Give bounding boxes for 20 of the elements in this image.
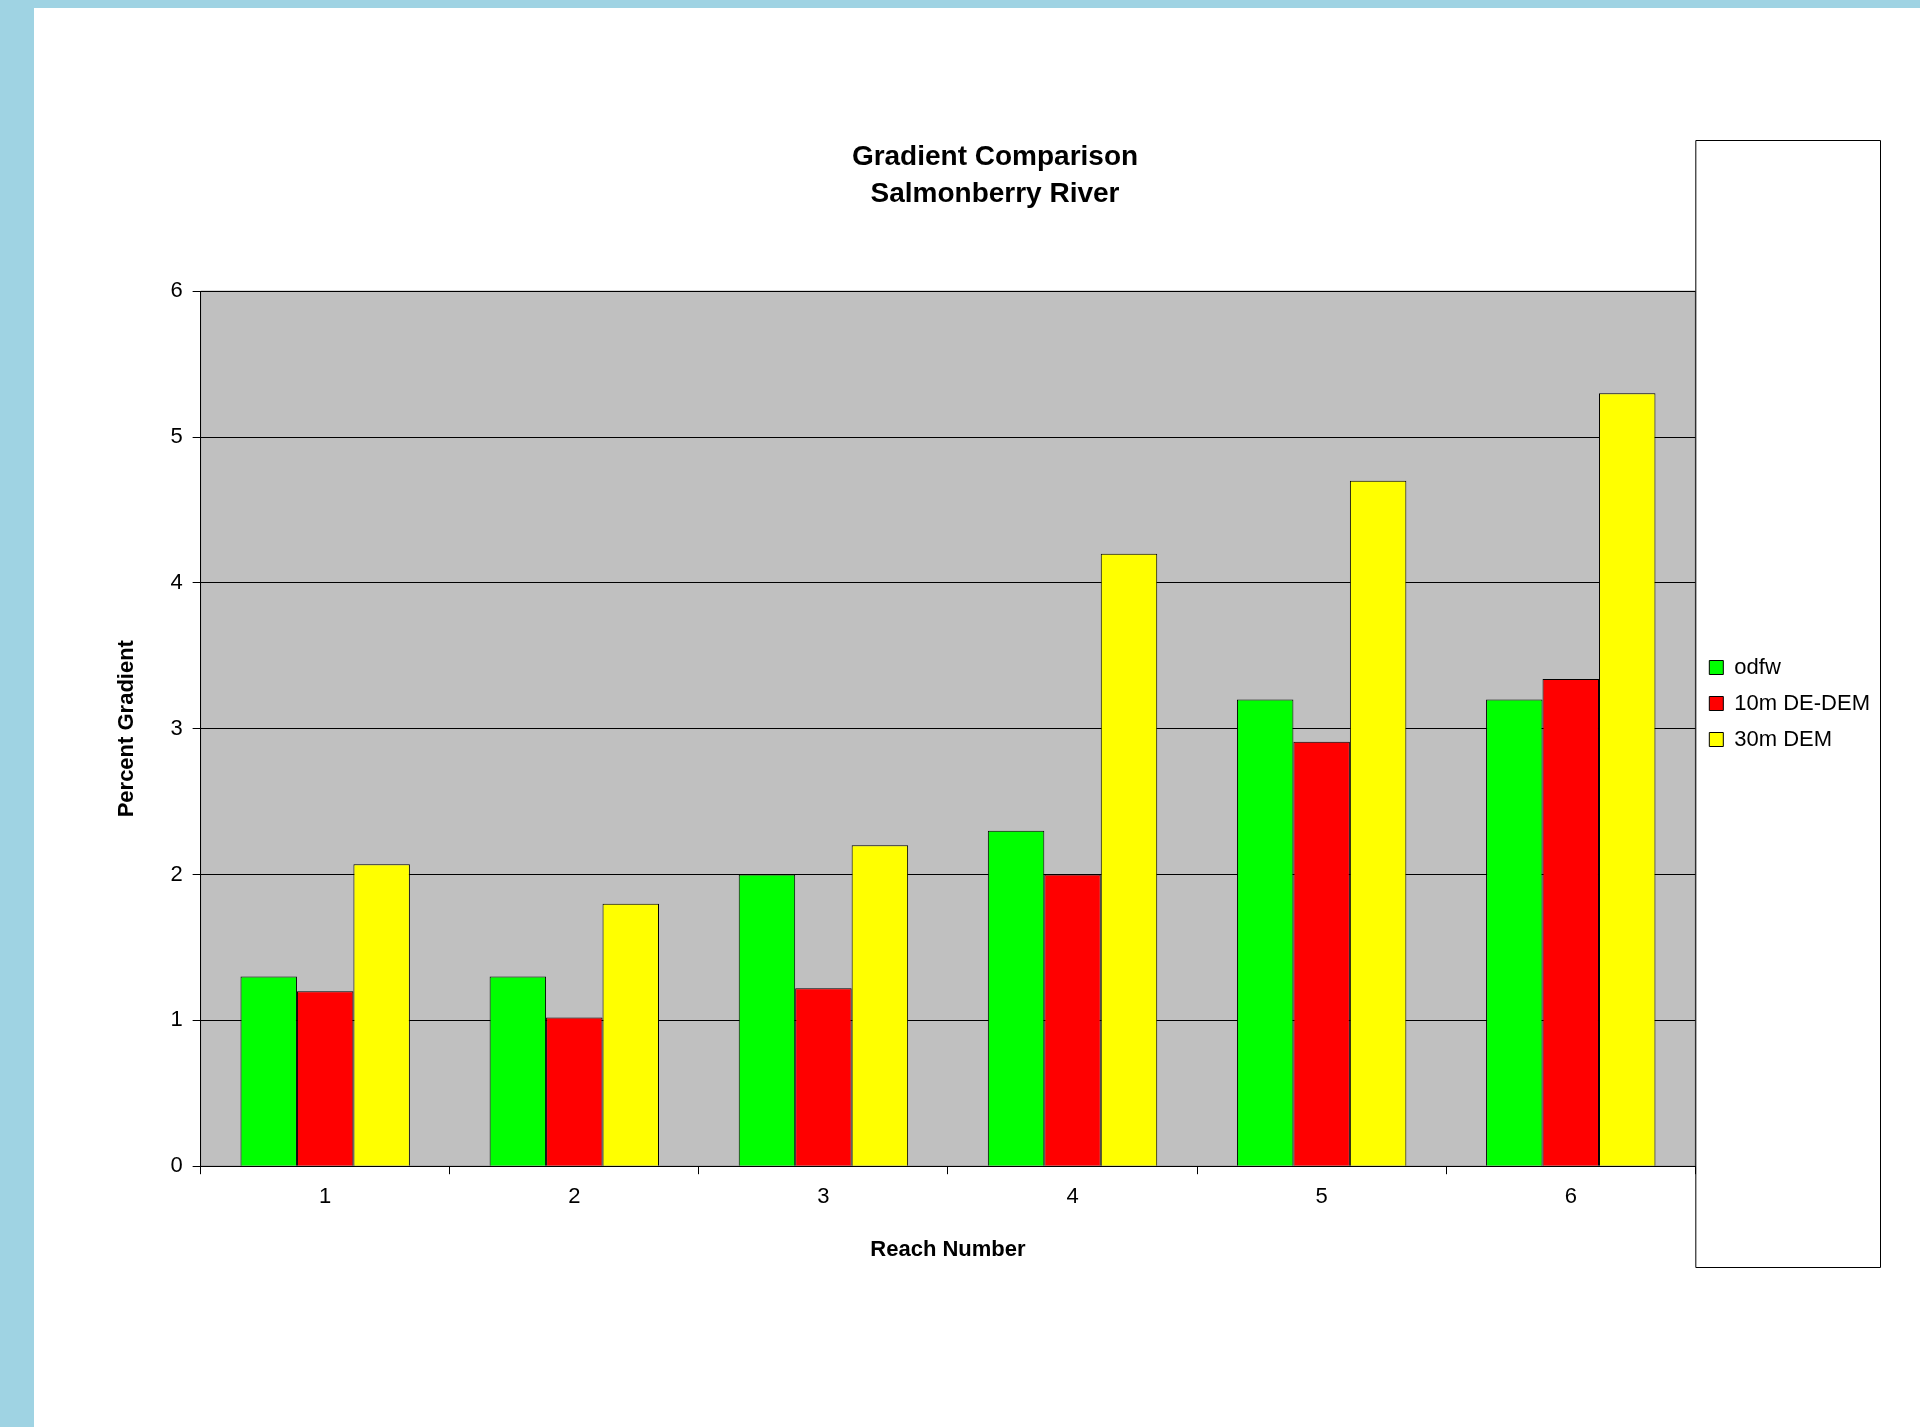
chart-subtitle: Salmonberry River <box>870 177 1120 209</box>
x-tick-label: 5 <box>1315 1183 1328 1209</box>
x-tick-label: 4 <box>1066 1183 1079 1209</box>
y-axis-title: Percent Gradient <box>113 639 139 818</box>
y-tick-label: 0 <box>170 1152 183 1178</box>
x-tick-label: 3 <box>817 1183 830 1209</box>
y-tick-label: 6 <box>170 277 183 303</box>
legend-label: 10m DE-DEM <box>1734 689 1870 715</box>
x-tick-label: 6 <box>1564 1183 1577 1209</box>
x-tick-label: 1 <box>319 1183 332 1209</box>
y-tick-label: 4 <box>170 568 183 594</box>
y-tick-label: 3 <box>170 714 183 740</box>
y-tick-label: 1 <box>170 1006 183 1032</box>
y-tick-label: 5 <box>170 423 183 449</box>
y-tick-label: 2 <box>170 860 183 886</box>
legend-label: 30m DEM <box>1734 725 1833 751</box>
legend-label: odfw <box>1734 653 1781 679</box>
chart-title: Gradient Comparison <box>851 139 1139 171</box>
x-axis-title: Reach Number <box>870 1235 1027 1261</box>
x-tick-label: 2 <box>568 1183 581 1209</box>
